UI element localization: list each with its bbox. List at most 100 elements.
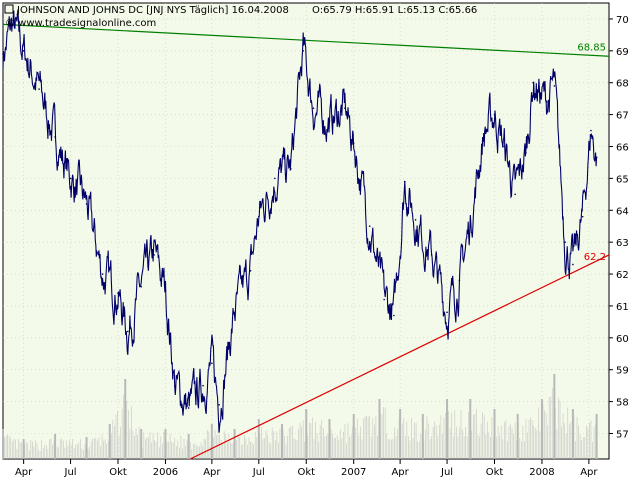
price-line	[2, 9, 598, 433]
price-point	[446, 311, 448, 314]
price-point	[564, 241, 566, 243]
x-tick-label: Apr	[580, 467, 598, 478]
price-point	[258, 215, 260, 218]
volume-bar	[516, 414, 519, 459]
price-point	[352, 142, 355, 145]
price-point	[532, 81, 534, 84]
credit-text: © www.tradesignalonline.com	[5, 18, 156, 29]
y-tick-label: 59	[616, 366, 629, 377]
price-point	[211, 362, 213, 365]
price-point	[54, 136, 56, 138]
price-point	[202, 384, 204, 387]
x-tick-label: 2007	[341, 467, 366, 478]
y-tick-label: 69	[616, 47, 629, 58]
volume-bar	[22, 439, 25, 459]
y-tick-label: 64	[616, 206, 629, 217]
price-point	[2, 53, 4, 55]
price-point	[117, 292, 119, 294]
price-point	[368, 225, 371, 228]
y-tick-label: 65	[616, 174, 629, 185]
support-trendline-label: 62.2	[584, 252, 606, 263]
y-tick-label: 66	[616, 142, 629, 153]
price-point	[101, 273, 104, 275]
price-point	[127, 330, 129, 333]
volume-bar	[257, 419, 260, 459]
x-tick-label: 2006	[153, 467, 178, 478]
price-point	[482, 132, 485, 135]
price-point	[289, 168, 292, 170]
price-series	[2, 9, 598, 433]
volume-bar	[399, 409, 402, 459]
y-axis: 57 58 59 60 61 62 63 64 65 66 67 68 69 70	[609, 15, 629, 440]
grid	[3, 3, 609, 459]
resistance-trendline-line	[2, 23, 610, 57]
volume-bar	[493, 409, 496, 459]
volume-bars	[2, 374, 598, 459]
price-point	[545, 101, 548, 103]
y-tick-label: 57	[616, 429, 629, 440]
chart-header: JOHNSON AND JOHNS DC [JNJ NYS Täglich] 1…	[4, 4, 477, 29]
y-tick-label: 68	[616, 79, 629, 90]
volume-bar	[210, 424, 213, 459]
y-tick-label: 61	[616, 302, 629, 313]
price-point	[218, 403, 220, 406]
x-tick-label: Apr	[203, 467, 221, 478]
price-point	[581, 215, 584, 218]
x-tick-label: 2008	[529, 467, 554, 478]
price-point	[69, 177, 72, 180]
volume-bar	[233, 429, 236, 459]
x-tick-label: Okt	[486, 467, 504, 478]
y-tick-label: 62	[616, 270, 629, 281]
price-point	[233, 311, 236, 314]
y-tick-label: 63	[616, 238, 629, 249]
price-point	[11, 24, 14, 27]
volume-bar	[421, 414, 424, 459]
price-point	[414, 219, 417, 221]
trendlines: 68.85 62.2	[2, 23, 610, 460]
price-point	[590, 129, 592, 132]
volume-bar	[140, 429, 143, 459]
price-point	[514, 193, 516, 196]
volume-bar	[446, 399, 449, 459]
x-tick-label: Jul	[440, 467, 453, 478]
price-point	[458, 279, 461, 282]
x-tick-label: Jul	[252, 467, 265, 478]
volume-bar	[571, 409, 574, 459]
x-tick-label: Jul	[64, 467, 77, 478]
price-point	[403, 180, 406, 183]
checkbox-square-icon	[4, 4, 14, 14]
price-point	[312, 107, 315, 110]
price-point	[572, 263, 574, 266]
price-point	[164, 289, 167, 291]
volume-bar	[540, 399, 543, 459]
price-point	[187, 407, 190, 409]
price-point	[22, 50, 25, 52]
price-point	[174, 384, 177, 387]
price-point	[393, 314, 395, 317]
y-tick-label: 70	[616, 15, 629, 26]
volume-bar	[352, 414, 355, 459]
volume-bar	[124, 379, 127, 459]
x-tick-label: Apr	[391, 467, 409, 478]
volume-bar	[54, 434, 57, 459]
price-point	[302, 50, 304, 52]
price-point	[525, 152, 527, 154]
x-axis: Apr Jul Okt 2006 Apr Jul Okt 2007 Apr Jul Okt 2008 A…	[15, 459, 598, 478]
y-tick-label: 58	[616, 398, 629, 409]
price-point	[595, 156, 598, 159]
price-point	[383, 298, 385, 301]
volume-bar	[595, 414, 598, 459]
y-tick-label: 67	[616, 111, 629, 122]
price-point	[38, 88, 40, 90]
x-tick-label: Okt	[297, 467, 315, 478]
volume-bar	[553, 374, 556, 459]
price-point	[328, 120, 331, 122]
price-point	[153, 254, 155, 256]
price-point	[493, 113, 496, 116]
price-point	[469, 222, 472, 224]
volume-bar	[281, 424, 284, 459]
price-point	[344, 107, 346, 110]
ohlc-readout: O:65.79 H:65.91 L:65.13 C:65.66	[312, 5, 477, 16]
